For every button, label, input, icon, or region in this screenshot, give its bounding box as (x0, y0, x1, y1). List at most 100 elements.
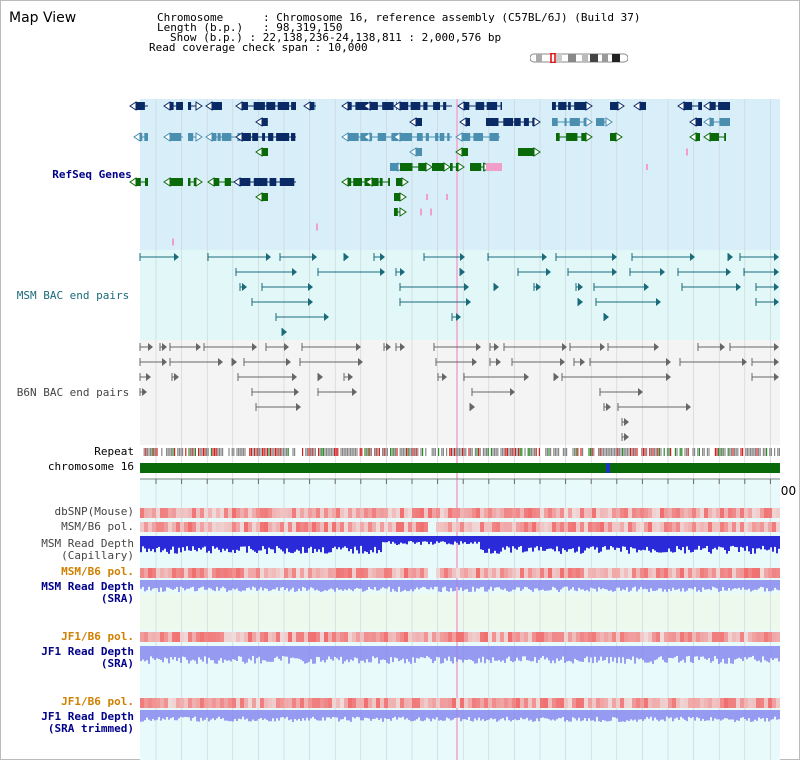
repeat-element (478, 448, 480, 456)
msm-sra-empty-bg (140, 594, 780, 630)
msm-capillary-depth-bar (576, 536, 578, 552)
jf1-sra-depth-bar (668, 646, 670, 658)
jf1-sra-depth-bar (518, 646, 520, 661)
jf1-b6-pol-cell (372, 632, 376, 642)
bac-end-arrow (604, 313, 609, 321)
jf1-trimmed-depth-bar (432, 710, 434, 719)
msm-sra-depth-bar (242, 580, 244, 591)
msm-b6-pol-cell (520, 522, 524, 532)
msm-capillary-depth-bar (776, 536, 778, 554)
jf1-trimmed-depth-bar (468, 710, 470, 717)
msm-sra-depth-bar (660, 580, 662, 589)
jf1-b6-pol-cell-2 (500, 698, 504, 708)
jf1-sra-depth-bar (516, 646, 518, 658)
bac-end-arrow (690, 253, 695, 261)
gene-arrow (443, 162, 451, 172)
msm-capillary-depth-bar (690, 536, 692, 553)
dbsnp-cell (580, 508, 584, 518)
gene (455, 147, 468, 157)
jf1-trimmed-depth-bar (658, 710, 660, 722)
gene-arrow (235, 132, 243, 142)
jf1-sra-depth-bar (354, 646, 356, 658)
msm-sra-depth-bar (692, 580, 694, 590)
jf1-b6-pol-cell-2 (564, 698, 568, 708)
jf1-b6-pol-cell-2 (572, 698, 576, 708)
msm-capillary-depth-bar (400, 536, 402, 543)
dbsnp-cell (532, 508, 536, 518)
msm-capillary-depth-bar (358, 536, 360, 554)
msm-sra-depth-bar (428, 580, 430, 590)
chromosome-bar[interactable] (140, 463, 780, 473)
jf1-b6-pol-cell-2 (584, 698, 588, 708)
repeat-element (495, 448, 497, 456)
jf1-trimmed-depth-bar (322, 710, 324, 718)
repeat-track[interactable] (143, 448, 780, 456)
jf1-trimmed-depth-bar (590, 710, 592, 721)
msm-b6-pol-cell (640, 522, 644, 532)
jf1-b6-pol-cell (748, 632, 752, 642)
msm-capillary-depth-bar (418, 536, 420, 542)
jf1-trimmed-depth-bar (668, 710, 670, 719)
msm-capillary-depth-bar (154, 536, 156, 553)
msm-capillary-depth-bar (328, 536, 330, 553)
jf1-sra-depth-bar (286, 646, 288, 657)
dbsnp-cell (280, 508, 284, 518)
msm-capillary-depth-bar (186, 536, 188, 547)
repeat-element (350, 448, 352, 456)
gene-exon (568, 102, 571, 110)
jf1-b6-pol-cell-2 (492, 698, 496, 708)
msm-bac-pairs[interactable] (139, 253, 779, 336)
gene (457, 101, 502, 111)
msm-b6-pol-cell-2 (580, 568, 584, 578)
gene (205, 101, 222, 111)
msm-b6-pol-cell-2 (572, 568, 576, 578)
msm-b6-pol-cell (644, 522, 648, 532)
gene-exon (140, 133, 143, 141)
refseq-genes[interactable] (129, 101, 730, 246)
read-depth-tracks[interactable] (140, 536, 780, 722)
polymorphism-tracks[interactable] (140, 508, 780, 708)
gene-exon (583, 118, 586, 126)
jf1-sra-depth-bar (698, 646, 700, 660)
b6n-bac-pairs[interactable] (139, 343, 779, 441)
jf1-sra-depth-bar (538, 646, 540, 660)
jf1-b6-pol-cell-2 (376, 698, 380, 708)
msm-b6-pol-cell (680, 522, 684, 532)
msm-capillary-depth-bar (222, 536, 224, 549)
msm-b6-pol-cell-2 (344, 568, 348, 578)
jf1-sra-depth-bar (706, 646, 708, 660)
msm-b6-pol-cell (332, 522, 336, 532)
msm-capillary-depth-bar (486, 536, 488, 553)
dbsnp-cell (768, 508, 772, 518)
repeat-element (716, 448, 718, 456)
jf1-b6-pol-cell-2 (628, 698, 632, 708)
repeat-element (308, 448, 310, 456)
gene-exon (253, 102, 265, 110)
jf1-b6-pol-cell (184, 632, 188, 642)
jf1-b6-pol-cell (412, 632, 416, 642)
bac-pair (573, 358, 585, 366)
bac-end-arrow (292, 373, 297, 381)
repeat-element (210, 448, 212, 456)
jf1-trimmed-depth-bar (310, 710, 312, 719)
gene-exon (252, 133, 259, 141)
bac-end-arrow (252, 343, 257, 351)
repeat-element (455, 448, 457, 456)
msm-sra-depth-bar (184, 580, 186, 591)
jf1-b6-pol-cell (712, 632, 716, 642)
jf1-sra-depth-bar (466, 646, 468, 660)
gene-exon (416, 118, 422, 126)
bac-pair (299, 358, 363, 366)
chromosome-ideogram[interactable] (530, 53, 628, 63)
jf1-sra-depth-bar (680, 646, 682, 661)
jf1-sra-depth-bar (148, 646, 150, 664)
msm-b6-pol-cell-2 (592, 568, 596, 578)
msm-sra-depth-bar (536, 580, 538, 589)
msm-b6-pol-cell (424, 522, 428, 532)
gene-arrow (205, 132, 213, 142)
jf1-b6-pol-cell (512, 632, 516, 642)
dbsnp-cell (404, 508, 408, 518)
jf1-trimmed-depth-bar (238, 710, 240, 719)
bac-end-arrow (494, 343, 499, 351)
